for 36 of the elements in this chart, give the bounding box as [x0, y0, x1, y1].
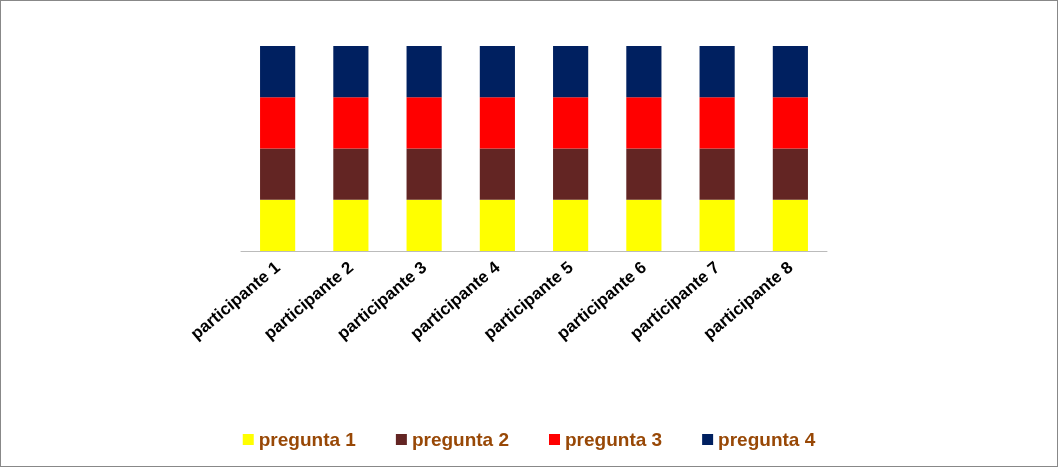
bar — [333, 46, 369, 98]
bar — [553, 199, 589, 251]
bar — [260, 148, 296, 200]
legend-label: pregunta 4 — [718, 429, 816, 450]
bar — [333, 97, 369, 149]
bar — [553, 46, 589, 98]
bar — [553, 97, 589, 149]
bar — [406, 148, 442, 200]
bar — [406, 199, 442, 251]
bar — [699, 148, 735, 200]
bar — [626, 199, 662, 251]
bar — [333, 199, 369, 251]
bar — [699, 46, 735, 98]
bar — [772, 46, 808, 98]
bar — [772, 148, 808, 200]
legend-label: pregunta 3 — [565, 429, 663, 450]
bar — [333, 148, 369, 200]
bar — [479, 199, 515, 251]
bar — [479, 46, 515, 98]
bar — [699, 97, 735, 149]
bar — [772, 199, 808, 251]
bar — [260, 46, 296, 98]
bar — [479, 148, 515, 200]
legend-label: pregunta 1 — [258, 429, 357, 450]
bar — [260, 199, 296, 251]
bar — [260, 97, 296, 149]
bar — [406, 97, 442, 149]
bar — [479, 97, 515, 149]
bar — [626, 97, 662, 149]
bar — [772, 97, 808, 149]
bar — [626, 46, 662, 98]
bar — [699, 199, 735, 251]
legend-label: pregunta 2 — [411, 429, 509, 450]
bar — [553, 148, 589, 200]
bar — [406, 46, 442, 98]
bar — [626, 148, 662, 200]
